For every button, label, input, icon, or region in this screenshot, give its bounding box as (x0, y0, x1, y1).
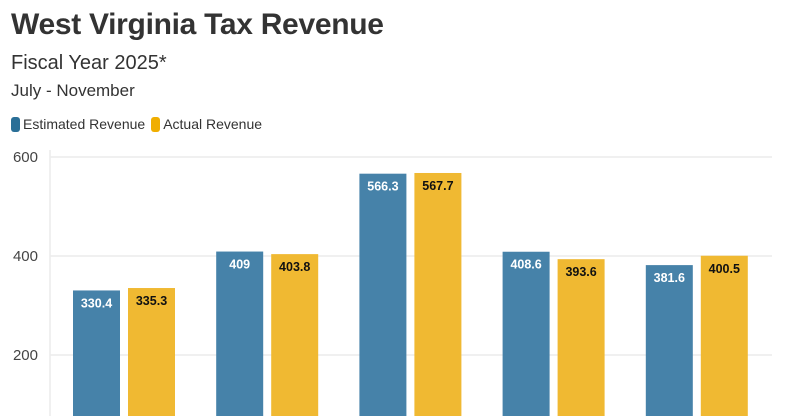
chart-subtitle: Fiscal Year 2025* (11, 52, 167, 74)
data-label: 400.5 (709, 262, 740, 276)
bar-estimated (359, 173, 407, 416)
y-tick-label: 200 (13, 347, 38, 364)
bar-estimated (645, 265, 693, 416)
legend-label-actual: Actual Revenue (163, 116, 263, 132)
bar-estimated (216, 251, 264, 416)
chart-title: West Virginia Tax Revenue (11, 8, 384, 41)
bar-actual (128, 288, 175, 416)
data-label: 409 (229, 258, 250, 272)
data-label: 567.7 (422, 179, 453, 193)
y-tick-label: 600 (13, 149, 38, 166)
data-label: 335.3 (136, 294, 167, 308)
legend-item-estimated[interactable]: Estimated Revenue (11, 116, 145, 132)
data-label: 408.6 (510, 258, 541, 272)
data-label: 330.4 (81, 296, 112, 310)
bar-actual (557, 259, 605, 416)
chart-period: July - November (11, 81, 135, 100)
bar-actual (271, 254, 319, 416)
bar-estimated (73, 290, 120, 416)
legend-swatch-actual (151, 116, 161, 132)
legend-label-estimated: Estimated Revenue (23, 116, 146, 132)
data-label: 566.3 (367, 180, 398, 194)
legend-swatch-estimated (11, 116, 20, 132)
y-tick-label: 400 (13, 248, 38, 265)
bar-actual (414, 172, 462, 416)
bar-estimated (502, 251, 550, 416)
data-label: 393.6 (565, 265, 596, 279)
legend-item-actual[interactable]: Actual Revenue (151, 116, 262, 132)
legend: Estimated Revenue Actual Revenue (11, 116, 268, 132)
data-label: 403.8 (279, 260, 310, 274)
data-label: 381.6 (654, 271, 685, 285)
bar-actual (700, 255, 748, 416)
